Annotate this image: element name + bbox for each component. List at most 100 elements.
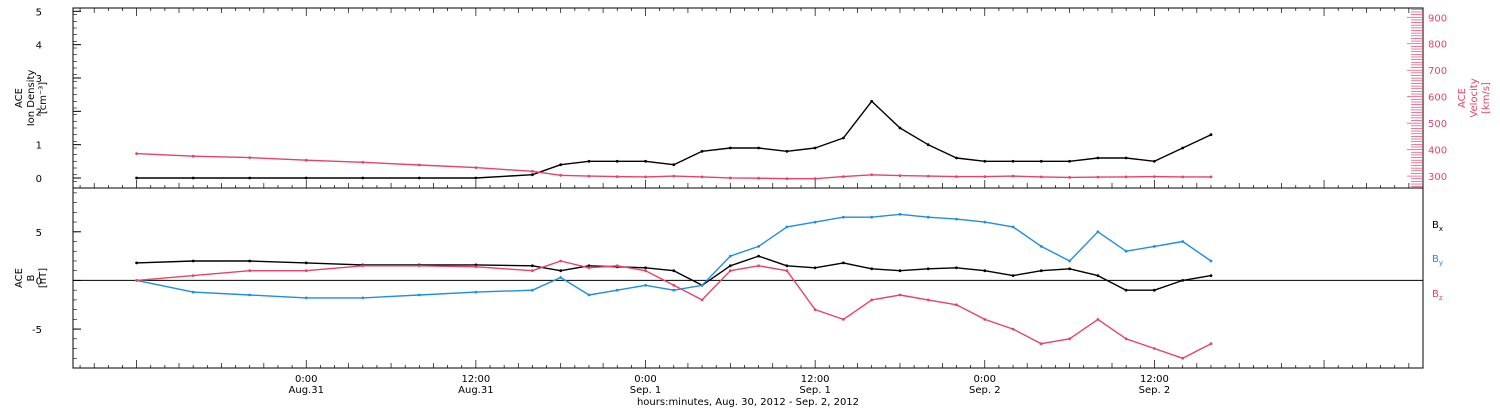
density-series-point [785,149,789,153]
velocity-series-point [813,177,817,181]
velocity-series-point [700,175,704,179]
velocity-tick-label: 800 [1428,40,1447,51]
field-series-bx-point [757,254,760,258]
field-series-bz-point [417,264,421,268]
density-series-point [813,146,817,150]
field-series-bx [135,254,1213,292]
time-tick-label: 0:00 [634,374,656,385]
field-series-bz-point [304,269,308,273]
field-series-bz-point [898,293,902,297]
field-series-bx-point [1209,274,1213,277]
velocity-axis-label-line: Velocity [1469,78,1480,117]
plot-frame-2 [72,187,1424,369]
field-series-by-point [1011,225,1015,229]
field-series-bx-point [1068,267,1071,271]
field-series-by-point [361,296,365,300]
density-series-point [304,176,308,180]
density-series-point [1181,146,1185,150]
field-series-bx-point [644,266,647,270]
velocity-series-point [983,175,987,179]
field-series-bz-point [615,264,619,268]
field-series-bx-point [870,267,874,271]
field-series-bx-point [983,269,987,273]
velocity-series-point [898,174,902,178]
density-series-point [644,159,647,163]
field-series-bx-point [1153,288,1156,292]
density-series-point [559,163,563,167]
field-series-bz-point [1153,347,1156,350]
field-series-by-point [644,283,647,287]
field-axis-label: ACEB[nT] [14,268,49,288]
density-series-point [842,136,845,140]
velocity-series-point [531,169,534,173]
field-series-bx-point [559,269,563,273]
density-series-point [531,173,534,177]
field-series-by-point [983,220,987,224]
density-series-point [248,176,252,180]
field-series-bz-point [842,318,845,321]
field-series-by-point [1209,259,1213,263]
field-series-by-point [1068,259,1071,263]
legend-label: B [1432,220,1439,231]
field-series-by-point [417,293,421,297]
velocity-series-point [135,152,139,156]
field-axis-label-line: ACE [14,268,25,288]
field-series-by-point [191,290,195,294]
field-series-bz-point [1209,342,1213,346]
density-axis-label-line: Ion Density [26,70,37,127]
density-tick-label: 0 [36,174,42,185]
velocity-tick-label: 300 [1428,172,1447,183]
legend-label: B [1432,254,1439,265]
velocity-series-point [1096,175,1100,179]
field-series-bz-point [1096,318,1100,321]
density-series-point [615,159,619,163]
velocity-tick-label: 700 [1428,66,1447,77]
field-series-bz-point [1124,337,1128,341]
field-series-bz-point [926,298,930,302]
density-series-point [1068,159,1071,163]
field-series-bz-point [559,259,563,263]
field-series-by-point [559,276,563,279]
velocity-series-point [1011,174,1015,178]
field-series-by [135,212,1213,300]
velocity-series-point [587,174,591,178]
velocity-series-point [870,173,874,177]
velocity-series-line [136,152,1211,180]
velocity-series-point [474,166,478,170]
field-series-bx-point [672,269,676,273]
field-series-bx-point [587,264,591,268]
velocity-series-point [842,175,845,179]
field-series-bx-point [813,266,817,270]
density-series-point [417,176,421,180]
density-series-point [728,146,732,150]
field-series-bx-point [1181,279,1185,282]
legend-subscript: z [1439,294,1443,302]
velocity-series [135,152,1213,181]
field-series-bz-point [728,269,732,273]
velocity-series-point [559,173,563,177]
field-series-by-point [1039,245,1043,248]
field-series-bz-point [983,318,987,321]
field-series-by-point [1124,249,1128,253]
field-series-bx-point [955,266,958,270]
velocity-series-point [672,174,676,178]
field-series-bx-point [1096,274,1100,277]
field-series-bz-point [248,269,252,273]
velocity-series-point [926,174,930,178]
date-tick-label: Sep. 1 [799,385,831,396]
field-series-bx-point [135,261,139,265]
density-axis-label-line: [cm⁻³] [38,82,49,114]
field-series-bz-point [672,283,676,287]
field-series-by-line [136,213,1212,299]
field-series-by-point [1153,245,1156,248]
legend-entry-by: By [1432,254,1443,267]
density-series-point [191,176,195,180]
density-tick-label: 4 [36,41,42,52]
field-series-by-point [785,225,789,229]
velocity-axis-label-line: ACE [1457,88,1468,108]
density-series-point [1011,159,1015,163]
velocity-series-point [644,175,647,179]
velocity-series-point [728,176,732,180]
